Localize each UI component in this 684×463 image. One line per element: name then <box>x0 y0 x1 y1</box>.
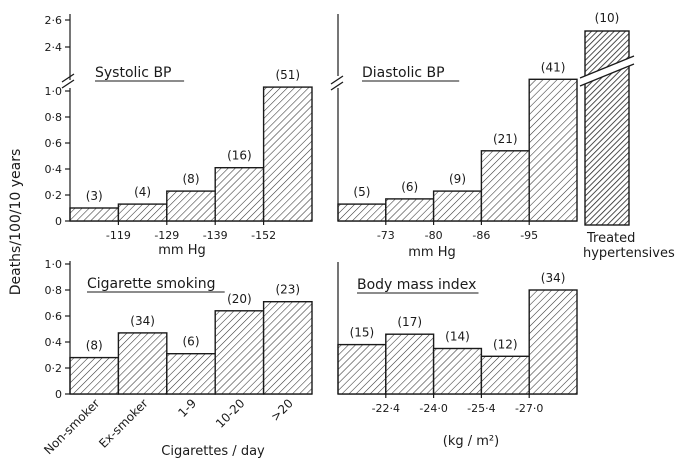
treated-bar-break <box>579 55 635 87</box>
treated-label-line-2: hypertensives <box>583 246 675 261</box>
bmi-bar-3 <box>480 355 530 395</box>
upper-y-tick-label-1: 2·6 <box>45 14 63 27</box>
smoking-bar-4 <box>262 301 313 395</box>
bmi-title: Body mass index <box>357 277 476 293</box>
diastolic-axis-break <box>330 75 344 91</box>
systolic-y-tick-label-1: 0·2 <box>45 189 63 202</box>
diastolic-bar-4 <box>528 78 578 222</box>
systolic-y-tick-label-2: 0·4 <box>45 163 63 176</box>
bmi-count-label-2: (14) <box>445 330 470 344</box>
systolic-y-tick-label-3: 0·6 <box>45 137 63 150</box>
bmi-bar-1 <box>385 333 435 395</box>
systolic-y-tick-label-5: 1·0 <box>45 85 63 98</box>
systolic-bar-2 <box>166 190 216 222</box>
diastolic-boundary-label-0: -73 <box>377 229 395 242</box>
systolic-boundary-label-1: -129 <box>154 229 179 242</box>
systolic-panel: Systolic BP (3) (4) (8) (16) (51) -119 -129 -139… <box>45 65 313 242</box>
treated-bar-break-gap <box>580 56 634 86</box>
smoking-category-label-3: 10-20 <box>213 396 248 431</box>
smoking-y-tick-label-1: 0·2 <box>45 362 63 375</box>
bmi-unit-label: (kg / m²) <box>443 434 499 449</box>
smoking-x-axis-title: Cigarettes / day <box>161 444 265 459</box>
systolic-bar-3 <box>214 166 265 222</box>
diastolic-bar-0 <box>337 203 387 222</box>
diastolic-count-label-4: (41) <box>541 60 566 74</box>
bmi-boundary-label-2: -25·4 <box>467 402 495 415</box>
bmi-panel: Body mass index (15) (17) (14) (12) (34) -22·4… <box>337 271 578 415</box>
systolic-axis-break <box>61 73 75 89</box>
systolic-bar-1 <box>117 203 168 222</box>
smoking-category-label-1: Ex-smoker <box>96 396 151 451</box>
treated-count-label: (10) <box>595 11 620 25</box>
smoking-title: Cigarette smoking <box>87 276 216 292</box>
upper-y-tick-label-0: 2·4 <box>45 41 63 54</box>
systolic-count-label-0: (3) <box>86 189 103 203</box>
diastolic-count-label-2: (9) <box>449 172 466 186</box>
diastolic-title: Diastolic BP <box>362 65 445 81</box>
smoking-count-label-0: (8) <box>86 339 103 353</box>
systolic-bar-4 <box>262 86 313 222</box>
smoking-bar-0 <box>69 356 120 395</box>
bmi-count-label-1: (17) <box>397 315 422 329</box>
systolic-unit-label: mm Hg <box>158 243 206 258</box>
systolic-title: Systolic BP <box>95 65 172 81</box>
systolic-y-tick-label-0: 0 <box>55 215 62 228</box>
systolic-count-label-2: (8) <box>183 172 200 186</box>
y-axis-label: Deaths/100/10 years <box>8 149 24 296</box>
bmi-count-label-0: (15) <box>350 326 375 340</box>
bmi-boundary-label-1: -24·0 <box>419 402 447 415</box>
systolic-y-tick-label-4: 0·8 <box>45 111 63 124</box>
diastolic-panel: Diastolic BP (5) (6) (9) (21) (41) -73 -80 -86 -9… <box>337 60 578 242</box>
bmi-bar-2 <box>432 347 483 395</box>
diastolic-boundary-label-3: -95 <box>520 229 538 242</box>
smoking-category-label-0: Non-smoker <box>41 396 102 457</box>
smoking-count-label-4: (23) <box>275 283 300 297</box>
smoking-bar-3 <box>214 310 265 395</box>
systolic-boundary-label-3: -152 <box>251 229 276 242</box>
diastolic-count-label-3: (21) <box>493 132 518 146</box>
smoking-count-label-1: (34) <box>130 314 155 328</box>
diastolic-bar-1 <box>385 198 435 222</box>
systolic-upper-axis: 2·4 2·6 <box>45 14 344 394</box>
smoking-y-tick-label-2: 0·4 <box>45 336 63 349</box>
systolic-bar-0 <box>69 207 120 222</box>
systolic-count-label-3: (16) <box>227 149 252 163</box>
diastolic-boundary-label-2: -86 <box>472 229 490 242</box>
smoking-bar-1 <box>117 332 168 395</box>
smoking-count-label-2: (6) <box>183 335 200 349</box>
smoking-y-tick-label-4: 0·8 <box>45 284 63 297</box>
smoking-category-label-2: 1-9 <box>175 396 199 420</box>
bmi-bar-4 <box>528 289 578 395</box>
bmi-count-label-4: (34) <box>541 271 566 285</box>
diastolic-count-label-0: (5) <box>353 185 370 199</box>
chart-panels: Systolic BP (3) (4) (8) (16) (51) -119 -129 -139… <box>41 11 675 459</box>
diastolic-unit-label: mm Hg <box>408 245 456 260</box>
smoking-panel: Cigarette smoking (8) (34) (6) (20) (23) 0 0·2 0… <box>45 258 313 401</box>
smoking-y-tick-label-0: 0 <box>55 388 62 401</box>
treated-label-line-1: Treated <box>586 231 635 246</box>
diastolic-count-label-1: (6) <box>401 180 418 194</box>
bmi-boundary-label-0: -22·4 <box>372 402 400 415</box>
smoking-bar-2 <box>166 353 216 395</box>
smoking-count-label-3: (20) <box>227 292 252 306</box>
diastolic-bar-3 <box>480 150 530 222</box>
diastolic-boundary-label-1: -80 <box>425 229 443 242</box>
diastolic-bar-2 <box>432 190 483 222</box>
smoking-y-tick-label-5: 1·0 <box>45 258 63 271</box>
systolic-boundary-label-0: -119 <box>106 229 131 242</box>
smoking-category-label-4: >20 <box>268 396 296 424</box>
smoking-y-tick-label-3: 0·6 <box>45 310 63 323</box>
bmi-bar-0 <box>337 343 387 395</box>
systolic-count-label-1: (4) <box>134 185 151 199</box>
systolic-boundary-label-2: -139 <box>203 229 228 242</box>
bmi-boundary-label-3: -27·0 <box>515 402 543 415</box>
systolic-count-label-4: (51) <box>275 68 300 82</box>
bmi-count-label-3: (12) <box>493 337 518 351</box>
